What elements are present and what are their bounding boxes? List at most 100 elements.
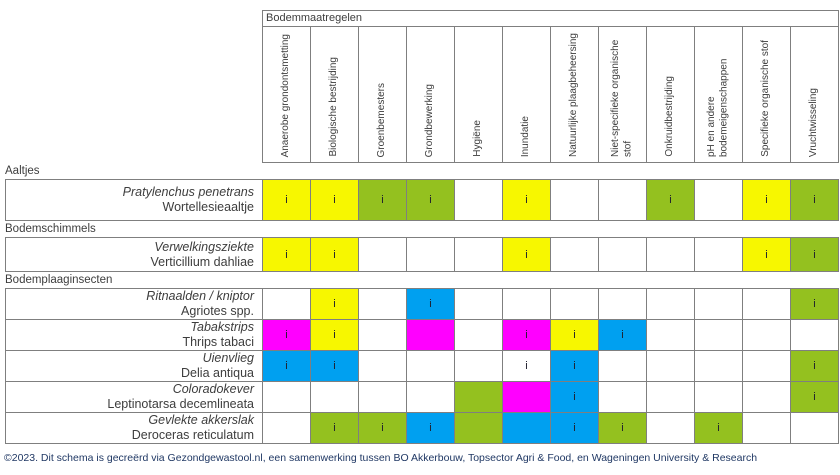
matrix-cell[interactable]: i: [407, 180, 455, 221]
column-header: pH en andere bodemeigenschappen: [695, 27, 743, 163]
matrix-cell[interactable]: i: [503, 238, 551, 272]
matrix-cell: [455, 289, 503, 320]
row-label: Coloradokever Leptinotarsa decemlineata: [6, 382, 263, 413]
matrix-cell[interactable]: i: [311, 413, 359, 444]
column-header-label: Vruchtwisseling: [808, 87, 820, 157]
matrix-cell: [647, 320, 695, 351]
matrix-cell[interactable]: i: [359, 413, 407, 444]
matrix-cell[interactable]: i: [599, 320, 647, 351]
row-name-common: Leptinotarsa decemlineata: [107, 397, 254, 411]
matrix-cell[interactable]: i: [791, 238, 839, 272]
matrix-cell[interactable]: i: [503, 180, 551, 221]
matrix-cell[interactable]: i: [599, 413, 647, 444]
info-marker: i: [285, 194, 288, 206]
matrix-cell: [599, 289, 647, 320]
matrix-cell: [647, 289, 695, 320]
matrix-cell[interactable]: i: [263, 320, 311, 351]
matrix-cell: [503, 289, 551, 320]
info-marker: i: [765, 194, 768, 206]
column-header-label: Natuurlijke plaagbeheersing: [568, 33, 580, 157]
column-header-label: Biologische bestrijding: [328, 57, 340, 157]
column-header: Biologische bestrijding: [311, 27, 359, 163]
matrix-cell[interactable]: i: [743, 180, 791, 221]
column-headers: Anaerobe grondontsmetting Biologische bes…: [262, 27, 839, 163]
info-marker: i: [573, 422, 576, 434]
matrix-cell: [647, 351, 695, 382]
matrix-cell[interactable]: i: [311, 351, 359, 382]
row-name-latin: Uienvlieg: [202, 351, 254, 365]
column-header-label: pH en andere bodemeigenschappen: [706, 58, 730, 157]
column-header-label: Niet-specifieke organische stof: [610, 39, 634, 157]
group-label: Bodemplaaginsecten: [5, 274, 113, 286]
matrix-cell[interactable]: i: [503, 351, 551, 382]
matrix-cell[interactable]: [503, 413, 551, 444]
column-header: Inundatie: [503, 27, 551, 163]
row-name-latin: Verwelkingsziekte: [154, 239, 254, 254]
matrix-cell: [647, 238, 695, 272]
column-header-label: Anaerobe grondontsmetting: [280, 33, 292, 157]
info-marker: i: [333, 248, 336, 261]
matrix-cell: [743, 320, 791, 351]
info-marker: i: [813, 391, 816, 403]
matrix-cell[interactable]: i: [791, 180, 839, 221]
matrix-cell[interactable]: i: [503, 320, 551, 351]
matrix-cell[interactable]: i: [551, 382, 599, 413]
matrix-cell: [695, 238, 743, 272]
matrix-cell[interactable]: [455, 382, 503, 413]
schema-page: Bodemmaatregelen Anaerobe grondontsmetti…: [0, 10, 840, 475]
matrix-cell[interactable]: i: [407, 413, 455, 444]
measures-header: Bodemmaatregelen Anaerobe grondontsmetti…: [262, 10, 840, 163]
info-marker: i: [813, 248, 816, 261]
info-marker: i: [573, 391, 576, 403]
row-name-common: Verticillium dahliae: [150, 254, 254, 269]
row-name-common: Delia antiqua: [181, 366, 254, 380]
matrix-cell[interactable]: i: [263, 351, 311, 382]
matrix-cell[interactable]: [455, 413, 503, 444]
row-label: Tabakstrips Thrips tabaci: [6, 320, 263, 351]
matrix-cell[interactable]: i: [551, 320, 599, 351]
matrix-cell[interactable]: i: [311, 238, 359, 272]
matrix-cell[interactable]: i: [263, 180, 311, 221]
info-marker: i: [765, 248, 768, 261]
matrix-cell[interactable]: [407, 320, 455, 351]
matrix-cell: [599, 382, 647, 413]
matrix-cell[interactable]: i: [551, 351, 599, 382]
row-label: Verwelkingsziekte Verticillium dahliae: [6, 238, 263, 272]
row-label: Uienvlieg Delia antiqua: [6, 351, 263, 382]
matrix-cell[interactable]: i: [311, 180, 359, 221]
matrix-cell: [743, 289, 791, 320]
matrix-cell[interactable]: i: [647, 180, 695, 221]
matrix-cell[interactable]: [503, 382, 551, 413]
matrix-cell[interactable]: i: [359, 180, 407, 221]
matrix-cell: [407, 238, 455, 272]
info-marker: i: [333, 360, 336, 372]
row-label: Ritnaalden / kniptor Agriotes spp.: [6, 289, 263, 320]
matrix-cell[interactable]: i: [791, 289, 839, 320]
matrix-cell: [647, 382, 695, 413]
column-header: Specifieke organische stof: [743, 27, 791, 163]
matrix-cell[interactable]: i: [263, 238, 311, 272]
matrix-cell[interactable]: i: [311, 320, 359, 351]
info-marker: i: [285, 360, 288, 372]
matrix-cell: [743, 413, 791, 444]
info-marker: i: [285, 329, 288, 341]
matrix-cell: [599, 238, 647, 272]
matrix-cell[interactable]: i: [791, 351, 839, 382]
row-name-common: Agriotes spp.: [181, 304, 254, 318]
info-marker: i: [381, 194, 384, 206]
matrix-cell[interactable]: i: [407, 289, 455, 320]
matrix-cell: [311, 382, 359, 413]
footer-credit: ©2023. Dit schema is gecreërd via Gezond…: [4, 452, 758, 464]
matrix-cell[interactable]: i: [311, 289, 359, 320]
matrix-cell: [551, 238, 599, 272]
info-marker: i: [429, 194, 432, 206]
info-marker: i: [525, 248, 528, 261]
matrix-cell[interactable]: i: [695, 413, 743, 444]
row-label: Pratylenchus penetrans Wortellesieaaltje: [6, 180, 263, 221]
info-marker: i: [285, 248, 288, 261]
matrix-cell[interactable]: i: [551, 413, 599, 444]
column-header-label: Grondbewerking: [424, 83, 436, 157]
matrix-cell[interactable]: i: [743, 238, 791, 272]
matrix-cell[interactable]: i: [791, 382, 839, 413]
column-header: Grondbewerking: [407, 27, 455, 163]
